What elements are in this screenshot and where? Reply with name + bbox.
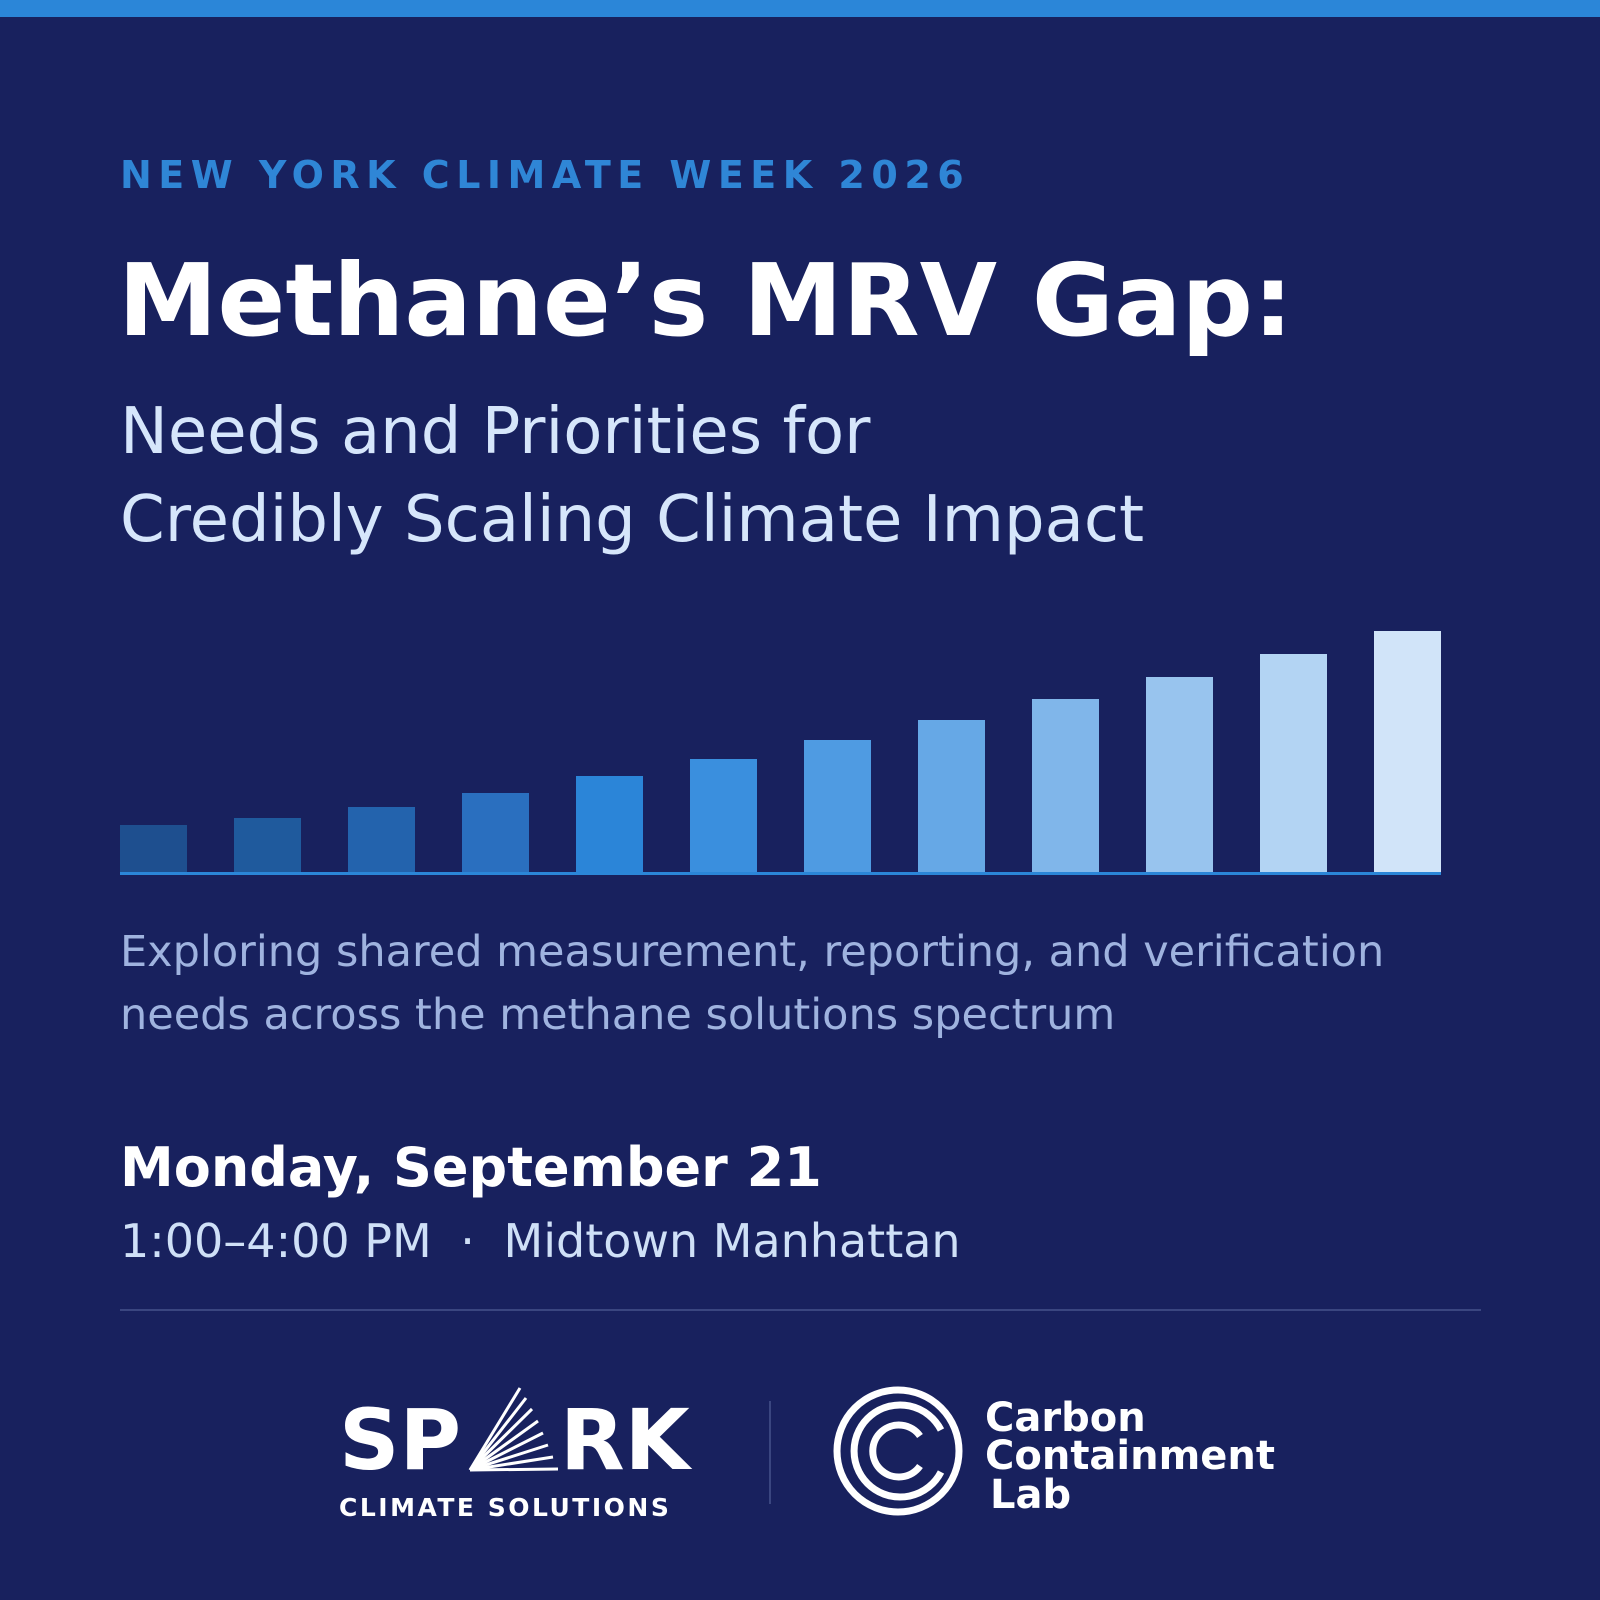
spark-logo: SP RK CLIMATE SOLUTIONS [339, 1387, 693, 1522]
eyebrow: NEW YORK CLIMATE WEEK 2026 [120, 153, 970, 197]
bar [918, 720, 985, 873]
subtitle-line: Needs and Priorities for [120, 395, 871, 469]
decorative-bars [120, 631, 1441, 875]
separator: · [460, 1214, 475, 1268]
bar [1032, 699, 1099, 873]
bar [462, 793, 529, 873]
bar [348, 807, 415, 873]
bar [690, 759, 757, 873]
subtitle-line: Credibly Scaling Climate Impact [120, 483, 1144, 557]
bar [1260, 654, 1327, 873]
bar [234, 818, 301, 873]
top-bar [0, 0, 1600, 17]
spark-tagline: CLIMATE SOLUTIONS [339, 1493, 671, 1522]
event-time: 1:00–4:00 PM [120, 1214, 432, 1268]
bar [120, 825, 187, 873]
title: Methane’s MRV Gap: [118, 242, 1293, 359]
event-date: Monday, September 21 [120, 1136, 822, 1199]
spark-wordmark: RK [560, 1391, 693, 1489]
bar [804, 740, 871, 873]
carbon-lab-name: Lab [990, 1472, 1071, 1518]
bar [1374, 631, 1441, 873]
spark-wordmark: SP [339, 1391, 461, 1489]
description-line: needs across the methane solutions spect… [120, 990, 1115, 1040]
bar [576, 776, 643, 873]
description-line: Exploring shared measurement, reporting,… [120, 927, 1384, 977]
bar [1146, 677, 1213, 873]
spark-fan [468, 1387, 559, 1472]
carbon-lab-name: Containment [985, 1433, 1275, 1479]
carbon-lab-mark [833, 1386, 963, 1516]
carbon-lab-name: Carbon [985, 1395, 1146, 1441]
event-location: Midtown Manhattan [504, 1214, 961, 1268]
carbon-lab-logo: Carbon Containment Lab [833, 1386, 1275, 1518]
event-time-location: 1:00–4:00 PM · Midtown Manhattan [120, 1214, 961, 1268]
